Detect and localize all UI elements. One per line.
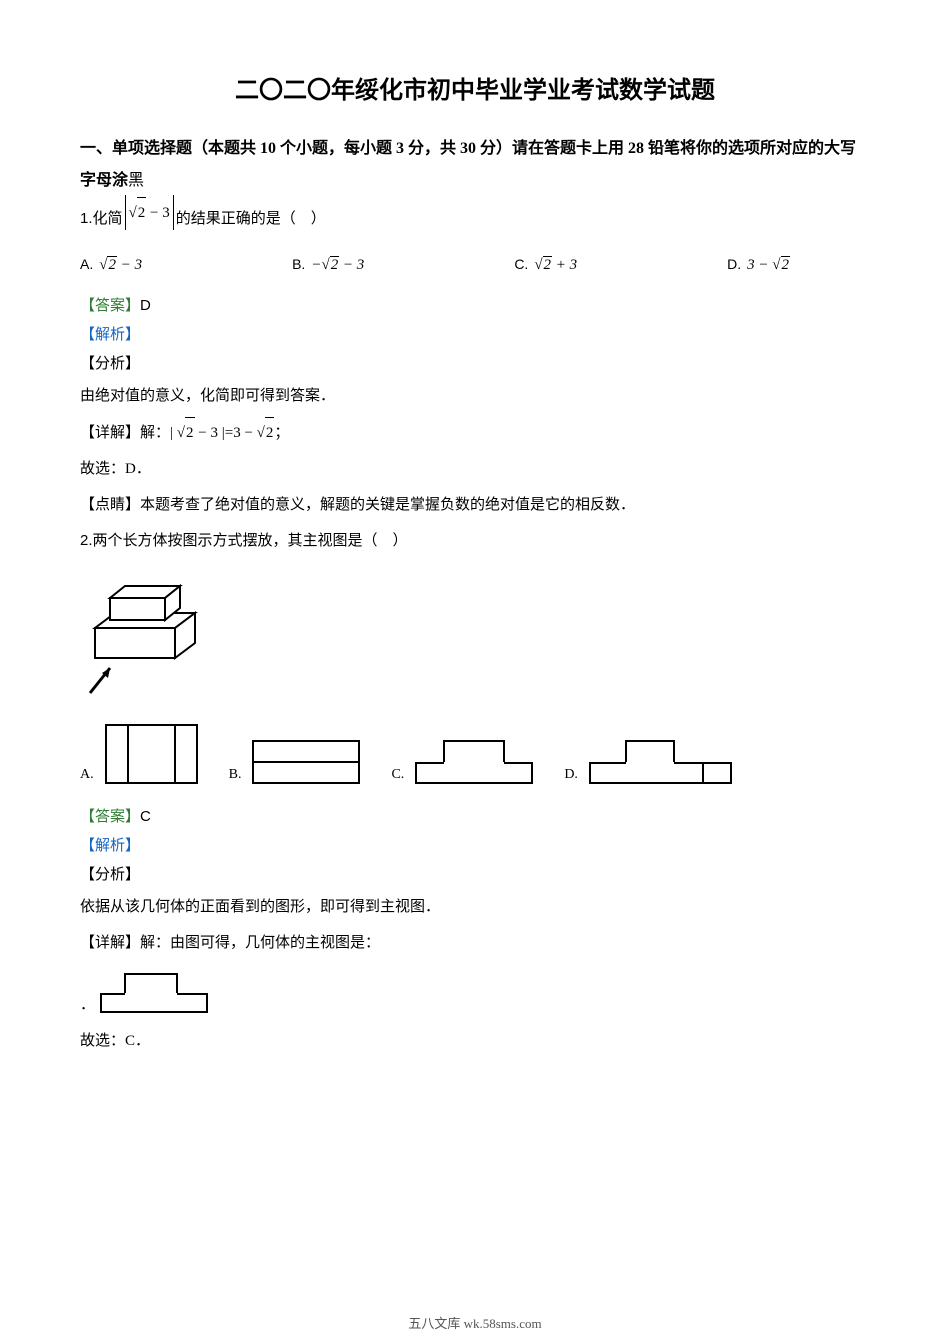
q1-option-d: D. 3 − √2: [727, 256, 790, 274]
q1-option-a-label: A.: [80, 256, 93, 272]
q2-sub-label: 【分析】: [80, 863, 870, 884]
q2-detail-text: 由图可得，几何体的主视图是：: [170, 935, 380, 951]
q1-answer-row: 【答案】D: [80, 294, 870, 315]
q2-content: 两个长方体按图示方式摆放，其主视图是（ ）: [93, 533, 408, 549]
q2-main-image: [80, 568, 870, 703]
q2-analysis-text: 依据从该几何体的正面看到的图形，即可得到主视图．: [80, 892, 870, 922]
q2-option-b: B.: [229, 739, 362, 785]
q1-point-label: 【点睛】: [80, 497, 140, 513]
q2-option-d: D.: [564, 737, 733, 785]
q2-option-c: C.: [391, 737, 534, 785]
q1-options: A. √2 − 3 B. −√2 − 3 C. √2 + 3 D. 3 − √2: [80, 256, 870, 274]
q1-option-b-label: B.: [292, 256, 305, 272]
q1-point-text: 本题考查了绝对值的意义，解题的关键是掌握负数的绝对值是它的相反数．: [140, 497, 635, 513]
q1-detail: 【详解】解：| √2 − 3 |=3 − √2；: [80, 417, 870, 448]
q1-analysis-label: 【解析】: [80, 323, 870, 344]
q1-number: 1.: [80, 210, 93, 227]
q1-detail-suffix: ；: [274, 425, 289, 441]
q1-text: 1.化简√2 − 3的结果正确的是（ ）: [80, 201, 870, 236]
q2-options: A. B. C. D.: [80, 723, 870, 785]
q2-option-c-svg: [414, 737, 534, 785]
q2-option-b-label: B.: [229, 767, 242, 783]
q2-detail-label: 【详解】解：: [80, 935, 170, 951]
q1-suffix: 的结果正确的是（ ）: [176, 211, 326, 227]
q2-option-a: A.: [80, 723, 199, 785]
q2-answer-row: 【答案】C: [80, 805, 870, 826]
q2-answer: C: [140, 808, 151, 825]
q2-text: 2.两个长方体按图示方式摆放，其主视图是（ ）: [80, 526, 870, 556]
q2-option-b-svg: [251, 739, 361, 785]
q2-result-image: ．: [80, 970, 870, 1014]
q2-conclusion: 故选：C．: [80, 1026, 870, 1056]
section-header: 一、单项选择题（本题共 10 个小题，每小题 3 分，共 30 分）请在答题卡上…: [80, 133, 870, 197]
q1-option-c-label: C.: [514, 256, 528, 272]
q1-option-b: B. −√2 − 3: [292, 256, 364, 274]
q1-option-d-label: D.: [727, 256, 741, 272]
q2-option-d-svg: [588, 737, 733, 785]
q1-analysis-text: 由绝对值的意义，化简即可得到答案．: [80, 381, 870, 411]
q2-option-d-label: D.: [564, 767, 578, 783]
q1-option-c-expr: √2 + 3: [534, 256, 577, 274]
q2-option-a-svg: [104, 723, 199, 785]
q2-answer-label: 【答案】: [80, 809, 140, 825]
exam-title: 二〇二〇年绥化市初中毕业学业考试数学试题: [80, 70, 870, 105]
q1-detail-label: 【详解】解：: [80, 425, 170, 441]
q2-analysis-label: 【解析】: [80, 834, 870, 855]
q1-prefix: 化简: [93, 211, 123, 227]
q1-option-d-expr: 3 − √2: [747, 256, 790, 274]
q1-sub-label: 【分析】: [80, 352, 870, 373]
q1-option-c: C. √2 + 3: [514, 256, 577, 274]
cuboid-diagram: [80, 568, 220, 698]
q1-point: 【点睛】本题考查了绝对值的意义，解题的关键是掌握负数的绝对值是它的相反数．: [80, 490, 870, 520]
section-header-text: 一、单项选择题（本题共 10 个小题，每小题 3 分，共 30 分）请在答题卡上…: [80, 140, 856, 189]
q2-option-c-label: C.: [391, 767, 404, 783]
q1-conclusion: 故选：D．: [80, 454, 870, 484]
q2-result-svg: [99, 970, 209, 1014]
q2-option-a-label: A.: [80, 767, 94, 783]
q1-option-a-expr: √2 − 3: [99, 256, 142, 274]
q1-option-b-expr: −√2 − 3: [311, 256, 364, 274]
q1-option-a: A. √2 − 3: [80, 256, 142, 274]
q1-detail-expr: | √2 − 3 |=3 − √2: [170, 425, 274, 441]
q1-answer-label: 【答案】: [80, 298, 140, 314]
page-footer: 五八文库 wk.58sms.com: [0, 1313, 950, 1332]
q1-abs-expr: √2 − 3: [125, 195, 174, 230]
q2-number: 2.: [80, 532, 93, 549]
q2-detail: 【详解】解：由图可得，几何体的主视图是：: [80, 928, 870, 958]
section-header-suffix: 黑: [128, 172, 144, 189]
q1-answer: D: [140, 297, 151, 314]
